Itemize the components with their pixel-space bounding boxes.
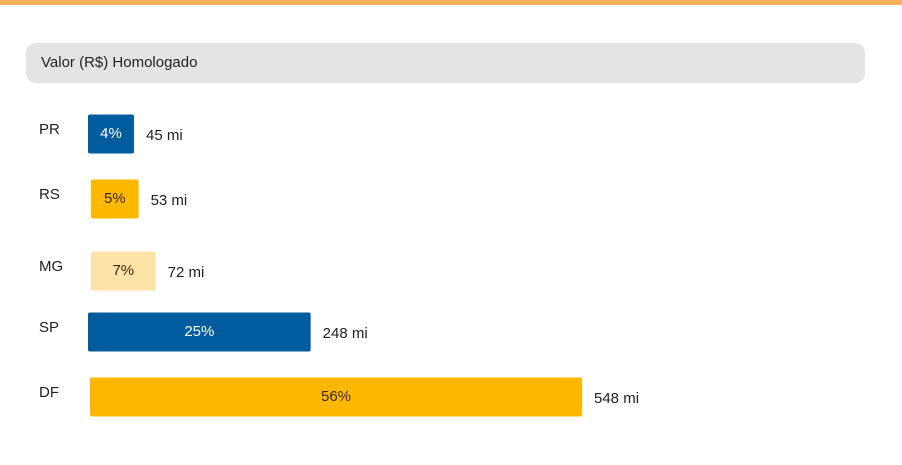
category-label-pr: PR bbox=[39, 121, 60, 138]
bar-percent-label-sp: 25% bbox=[184, 323, 214, 340]
category-label-df: DF bbox=[39, 384, 59, 401]
category-label-sp: SP bbox=[39, 319, 59, 336]
bar-value-label-sp: 248 mi bbox=[323, 325, 368, 342]
chart-header-bar: Valor (R$) Homologado bbox=[26, 43, 865, 83]
bar-percent-label-pr: 4% bbox=[100, 125, 122, 142]
bar-value-label-mg: 72 mi bbox=[168, 264, 205, 281]
category-label-mg: MG bbox=[39, 258, 63, 275]
bar-percent-label-mg: 7% bbox=[112, 262, 134, 279]
category-label-rs: RS bbox=[39, 186, 60, 203]
bar-df bbox=[90, 377, 582, 417]
bar-percent-label-rs: 5% bbox=[104, 190, 126, 207]
bar-value-label-pr: 45 mi bbox=[146, 127, 183, 144]
bar-rs bbox=[91, 179, 139, 219]
bar-value-label-df: 548 mi bbox=[594, 390, 639, 407]
bar-sp bbox=[88, 312, 311, 352]
bar-mg bbox=[91, 251, 156, 291]
bar-pr bbox=[88, 114, 134, 154]
bar-value-label-rs: 53 mi bbox=[151, 192, 188, 209]
chart-title: Valor (R$) Homologado bbox=[41, 54, 198, 71]
top-accent-line bbox=[0, 0, 902, 5]
bar-percent-label-df: 56% bbox=[321, 388, 351, 405]
